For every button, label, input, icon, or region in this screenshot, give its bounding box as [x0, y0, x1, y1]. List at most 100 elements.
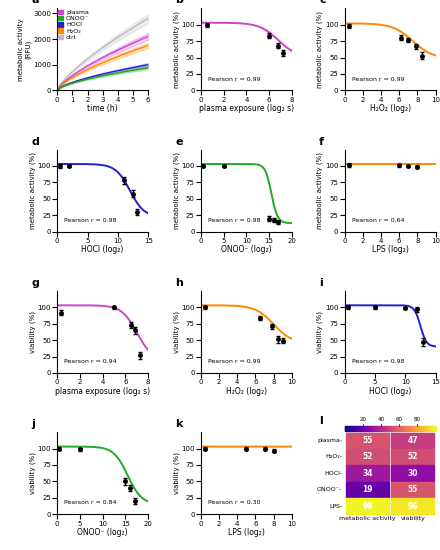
- Text: h: h: [176, 278, 183, 288]
- Bar: [416, 426, 417, 431]
- Bar: [425, 426, 426, 431]
- Text: j: j: [32, 419, 36, 429]
- Bar: [349, 426, 350, 431]
- Text: 20: 20: [359, 417, 367, 422]
- Bar: [380, 426, 381, 431]
- Text: ONOO⁻-: ONOO⁻-: [317, 487, 342, 492]
- Text: H₂O₂-: H₂O₂-: [325, 454, 342, 459]
- X-axis label: plasma exposure (log₂ s): plasma exposure (log₂ s): [199, 104, 294, 113]
- Y-axis label: viability (%): viability (%): [173, 311, 180, 353]
- Text: Pearson r = 0.84: Pearson r = 0.84: [65, 500, 117, 505]
- Text: Pearson r = 0.99: Pearson r = 0.99: [208, 359, 261, 364]
- Bar: [352, 426, 353, 431]
- Text: 96: 96: [407, 502, 418, 510]
- X-axis label: time (h): time (h): [88, 104, 118, 113]
- Bar: [392, 426, 393, 431]
- Text: 40: 40: [378, 417, 385, 422]
- Bar: [355, 426, 356, 431]
- Bar: [402, 426, 403, 431]
- Bar: [362, 426, 363, 431]
- Text: c: c: [319, 0, 326, 6]
- Bar: [346, 449, 389, 464]
- Y-axis label: viability (%): viability (%): [29, 452, 36, 494]
- Bar: [346, 426, 347, 431]
- Bar: [376, 426, 377, 431]
- Bar: [413, 426, 414, 431]
- Bar: [394, 426, 395, 431]
- Bar: [414, 426, 415, 431]
- Y-axis label: metabolic activity (%): metabolic activity (%): [173, 152, 180, 229]
- Bar: [389, 426, 390, 431]
- Bar: [374, 426, 375, 431]
- Bar: [420, 426, 421, 431]
- Bar: [409, 426, 410, 431]
- Text: Pearson r = 0.99: Pearson r = 0.99: [352, 76, 404, 81]
- Text: Pearson r = 0.64: Pearson r = 0.64: [352, 218, 404, 223]
- Bar: [356, 426, 357, 431]
- Text: f: f: [319, 136, 324, 147]
- Y-axis label: metabolic activity (%): metabolic activity (%): [173, 11, 180, 88]
- Bar: [408, 426, 409, 431]
- Y-axis label: viability (%): viability (%): [29, 311, 36, 353]
- Bar: [373, 426, 374, 431]
- Bar: [427, 426, 428, 431]
- Text: LPS-: LPS-: [329, 504, 342, 509]
- Text: 55: 55: [408, 485, 418, 494]
- Bar: [360, 426, 361, 431]
- X-axis label: HOCl (log₂): HOCl (log₂): [369, 387, 411, 395]
- Bar: [353, 426, 354, 431]
- Text: 60: 60: [396, 417, 403, 422]
- Bar: [415, 426, 416, 431]
- Bar: [345, 426, 346, 431]
- Bar: [422, 426, 423, 431]
- X-axis label: ONOO⁻ (log₂): ONOO⁻ (log₂): [221, 245, 272, 254]
- Legend: plasma, ONOO⁻, HOCl, H₂O₂, ctrl: plasma, ONOO⁻, HOCl, H₂O₂, ctrl: [59, 9, 89, 40]
- Bar: [395, 426, 396, 431]
- Bar: [371, 426, 372, 431]
- Text: 47: 47: [407, 436, 418, 445]
- Text: 80: 80: [414, 417, 421, 422]
- Bar: [348, 426, 349, 431]
- Text: Pearson r = 0.98: Pearson r = 0.98: [352, 359, 404, 364]
- Bar: [381, 426, 382, 431]
- Text: viability: viability: [400, 515, 425, 520]
- Bar: [382, 426, 383, 431]
- Bar: [419, 426, 420, 431]
- Text: g: g: [32, 278, 40, 288]
- Bar: [385, 426, 386, 431]
- Bar: [410, 426, 411, 431]
- Bar: [384, 426, 385, 431]
- Text: Pearson r = 0.98: Pearson r = 0.98: [65, 218, 117, 223]
- Bar: [346, 433, 389, 448]
- Y-axis label: metabolic activity (%): metabolic activity (%): [29, 152, 36, 229]
- Bar: [421, 426, 422, 431]
- Bar: [434, 426, 435, 431]
- Bar: [433, 426, 434, 431]
- Bar: [392, 498, 434, 514]
- Bar: [428, 426, 429, 431]
- Text: 30: 30: [407, 469, 418, 478]
- Bar: [379, 426, 380, 431]
- Bar: [405, 426, 406, 431]
- Bar: [399, 426, 400, 431]
- Text: HOCl-: HOCl-: [324, 471, 342, 476]
- Bar: [354, 426, 355, 431]
- Bar: [417, 426, 418, 431]
- Bar: [370, 426, 371, 431]
- Bar: [368, 426, 369, 431]
- Text: l: l: [319, 416, 323, 426]
- Bar: [397, 426, 398, 431]
- Bar: [346, 482, 389, 497]
- Text: 99: 99: [362, 502, 373, 510]
- Bar: [426, 426, 427, 431]
- Bar: [346, 498, 389, 514]
- Bar: [435, 426, 436, 431]
- Bar: [432, 426, 433, 431]
- Bar: [365, 426, 366, 431]
- Bar: [411, 426, 412, 431]
- Bar: [406, 426, 407, 431]
- Text: 34: 34: [362, 469, 373, 478]
- Bar: [418, 426, 419, 431]
- Bar: [403, 426, 404, 431]
- Bar: [398, 426, 399, 431]
